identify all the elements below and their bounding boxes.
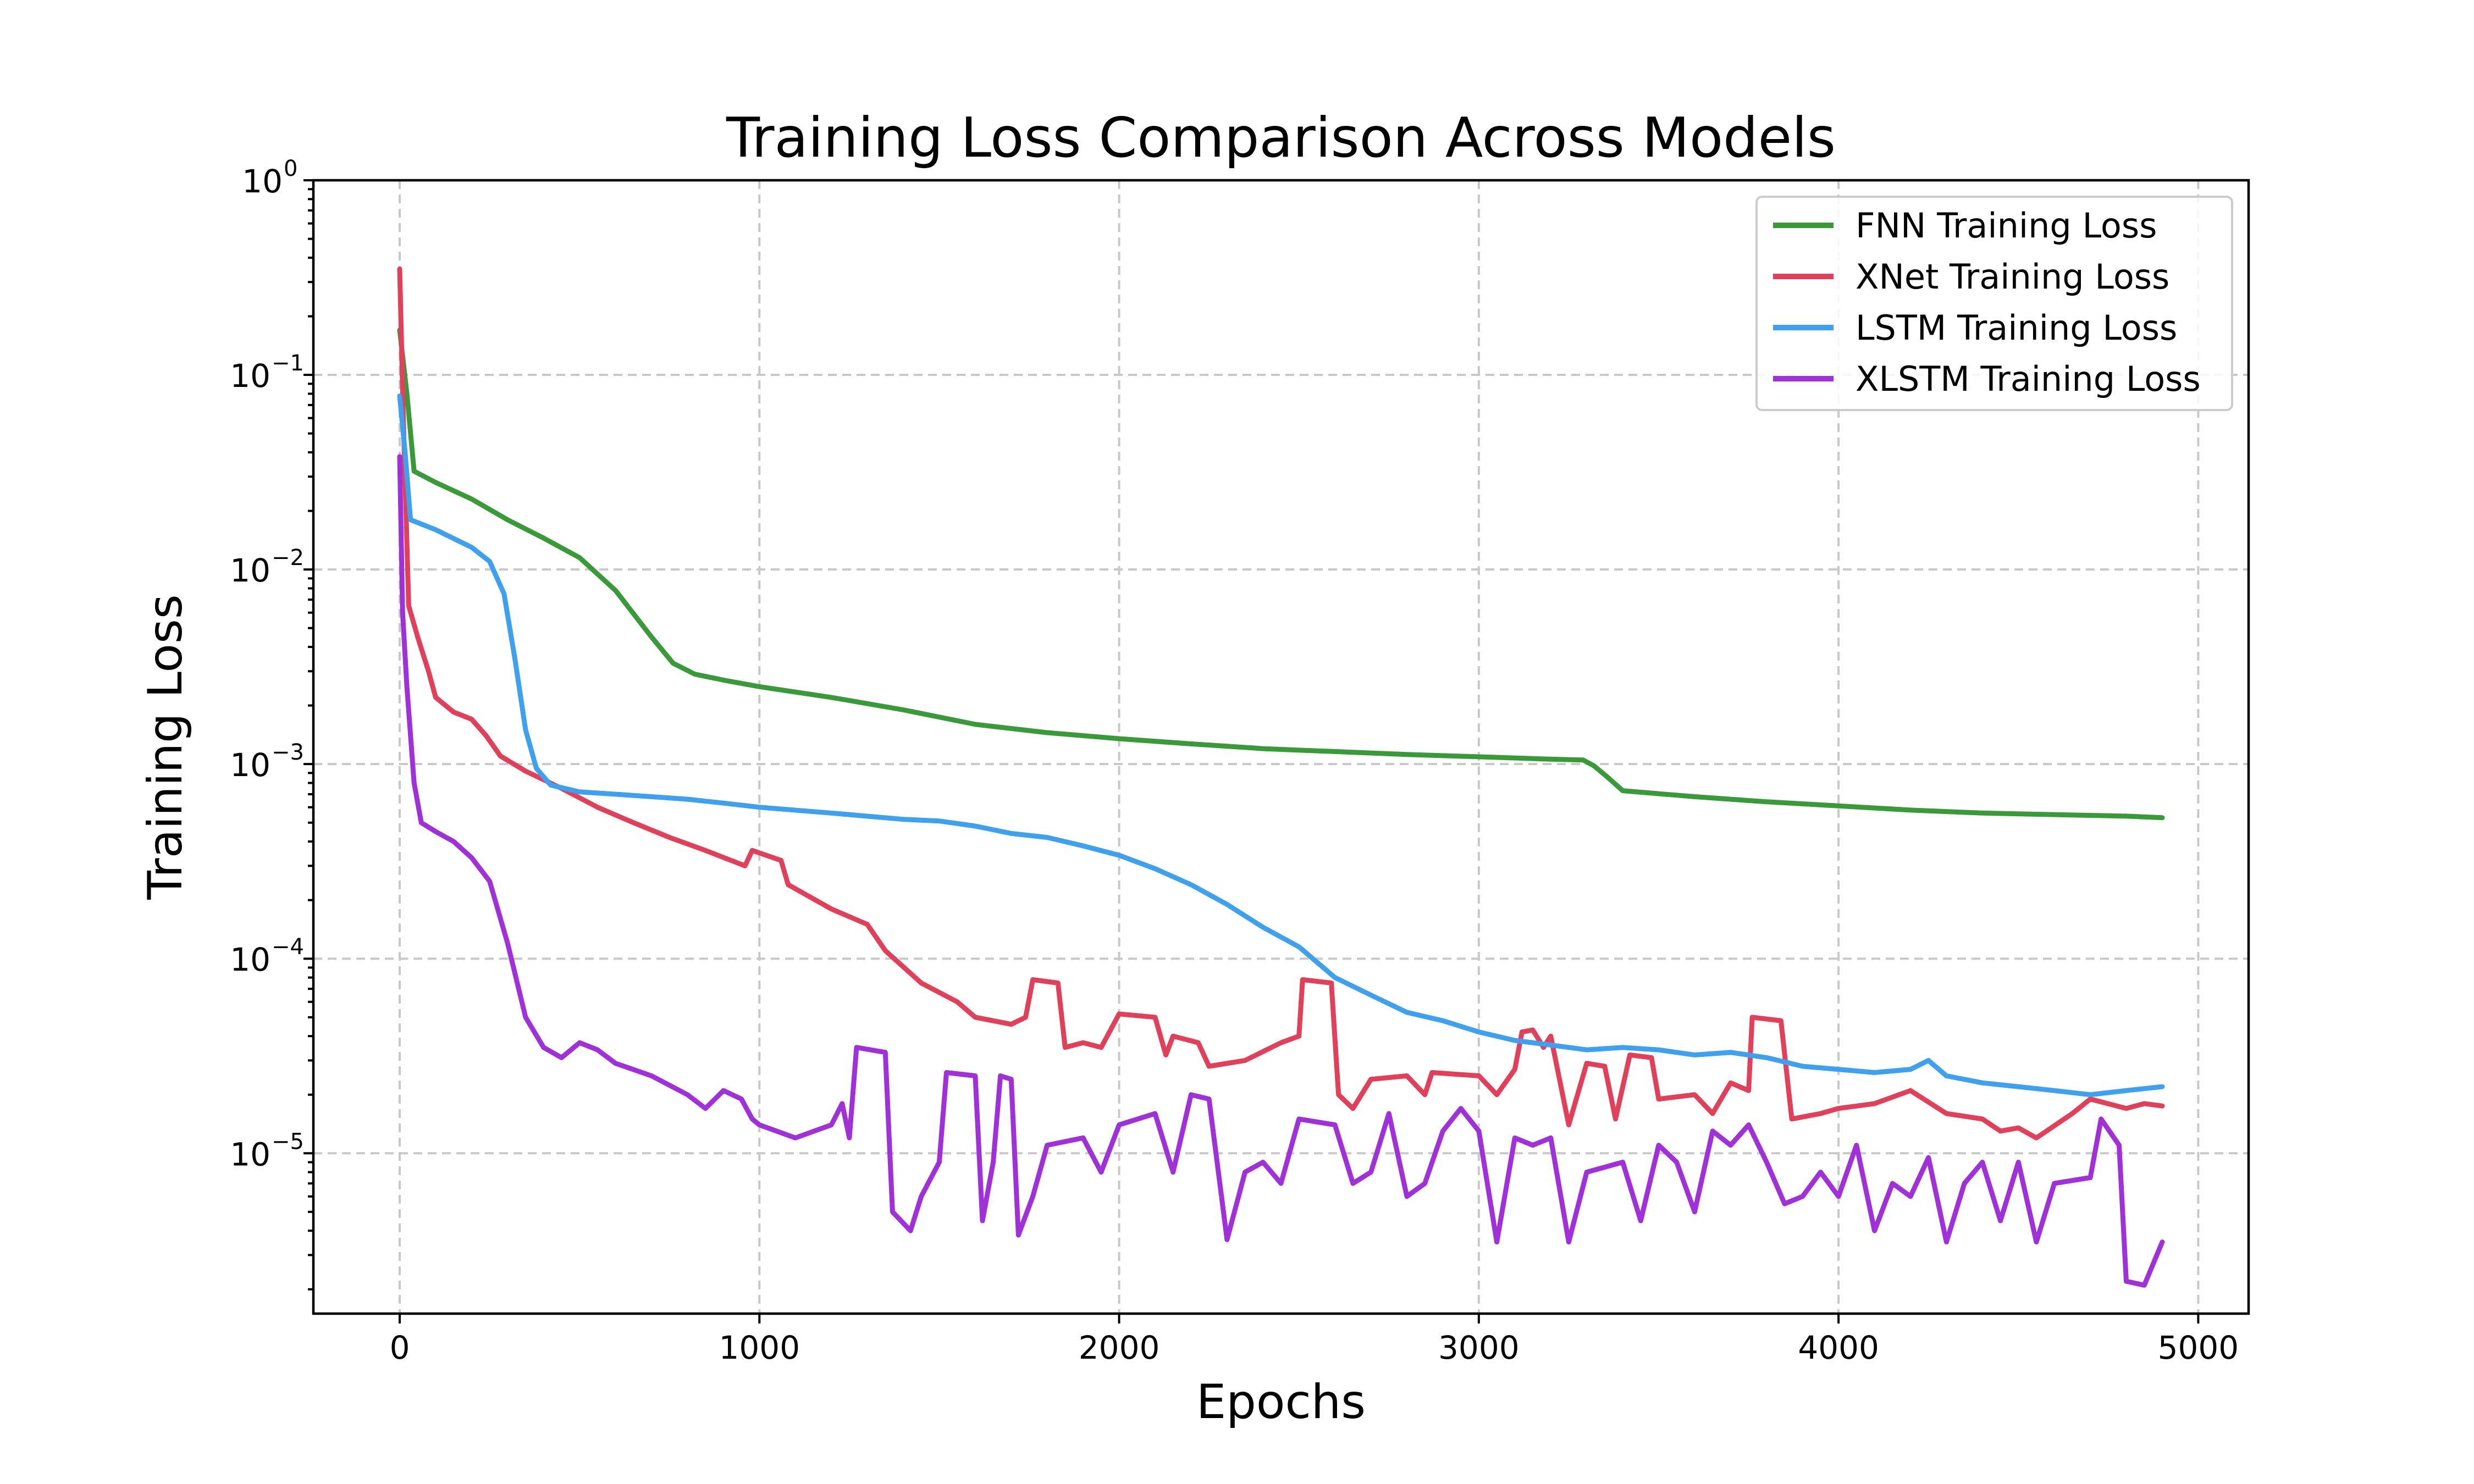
plot-frame bbox=[312, 179, 2250, 1315]
y-tick-exponent-−1: −1 bbox=[272, 351, 304, 376]
series-line-3 bbox=[397, 454, 2165, 1288]
legend: FNN Training Loss XNet Training Loss LSTM … bbox=[1755, 196, 2233, 411]
legend-label-2: LSTM Training Loss bbox=[1856, 308, 2177, 348]
legend-frame bbox=[1755, 196, 2233, 411]
y-tick-label-−2: 10 bbox=[230, 552, 270, 589]
x-tick-label-2000: 2000 bbox=[1079, 1329, 1160, 1366]
y-tick-exponent-−5: −5 bbox=[272, 1129, 304, 1154]
legend-label-0: FNN Training Loss bbox=[1856, 206, 2157, 246]
series-layer bbox=[397, 266, 2165, 1288]
chart-title: Training Loss Comparison Across Models bbox=[726, 106, 1836, 170]
y-tick-label-−5: 10 bbox=[230, 1136, 270, 1173]
x-tick-label-4000: 4000 bbox=[1798, 1329, 1879, 1366]
y-tick-label-0: 10 bbox=[242, 163, 283, 200]
legend-label-1: XNet Training Loss bbox=[1856, 257, 2169, 297]
series-line-2 bbox=[397, 393, 2165, 1098]
y-axis-label: Training Loss bbox=[138, 594, 193, 900]
y-tick-exponent-−4: −4 bbox=[272, 934, 304, 960]
y-tick-exponent-−3: −3 bbox=[272, 740, 304, 765]
y-tick-label-−4: 10 bbox=[230, 941, 270, 978]
y-tick-label-−3: 10 bbox=[230, 746, 270, 784]
legend-label-3: XLSTM Training Loss bbox=[1856, 359, 2201, 399]
x-axis-label: Epochs bbox=[1196, 1375, 1366, 1430]
x-tick-label-5000: 5000 bbox=[2158, 1329, 2239, 1366]
x-tick-label-0: 0 bbox=[390, 1329, 410, 1366]
series-line-1 bbox=[397, 266, 2165, 1140]
y-tick-exponent-−2: −2 bbox=[272, 545, 304, 571]
x-tick-label-3000: 3000 bbox=[1438, 1329, 1520, 1366]
y-tick-exponent-0: 0 bbox=[284, 156, 297, 181]
series-line-0 bbox=[397, 328, 2165, 821]
y-tick-label-−1: 10 bbox=[230, 357, 270, 395]
x-tick-label-1000: 1000 bbox=[719, 1329, 800, 1366]
